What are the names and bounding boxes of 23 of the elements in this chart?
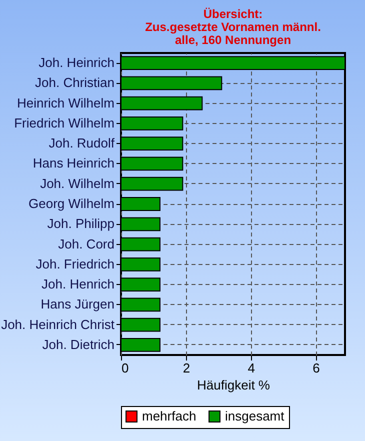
x-tick-label: 0	[122, 360, 129, 376]
x-tick-label: 4	[248, 360, 255, 376]
y-tick-label: Joh. Henrich	[42, 276, 114, 292]
y-tick-label: Joh. Friedrich	[36, 256, 114, 272]
y-tick-label: Friedrich Wilhelm	[14, 115, 114, 130]
y-tick-label: Joh. Dietrich	[42, 336, 114, 352]
y-tick-label: Joh. Wilhelm	[40, 176, 114, 191]
legend-label: mehrfach	[142, 408, 196, 424]
y-tick-label: Joh. Cord	[58, 236, 114, 252]
chart-title: Übersicht: Zus.gesetzte Vornamen männl. alle, 160 Nennungen	[145, 7, 321, 47]
x-tick-label: 6	[312, 360, 320, 376]
legend-label: insgesamt	[225, 408, 285, 424]
x-tick-label: 2	[182, 360, 190, 376]
y-tick-label: Joh. Heinrich	[38, 55, 114, 70]
y-tick-label: Heinrich Wilhelm	[16, 95, 114, 110]
y-tick-label: Hans Jürgen	[40, 296, 114, 312]
y-tick-label: Georg Wilhelm	[28, 196, 114, 211]
y-tick-label: Joh. Rudolf	[48, 136, 115, 151]
y-tick-label: Hans Heinrich	[32, 156, 114, 171]
x-axis-title: Häufigkeit %	[197, 378, 270, 392]
y-tick-label: Joh. Philipp	[47, 216, 114, 232]
y-tick-label: Joh. Heinrich Christ	[1, 316, 115, 332]
y-tick-label: Joh. Christian	[35, 75, 114, 90]
